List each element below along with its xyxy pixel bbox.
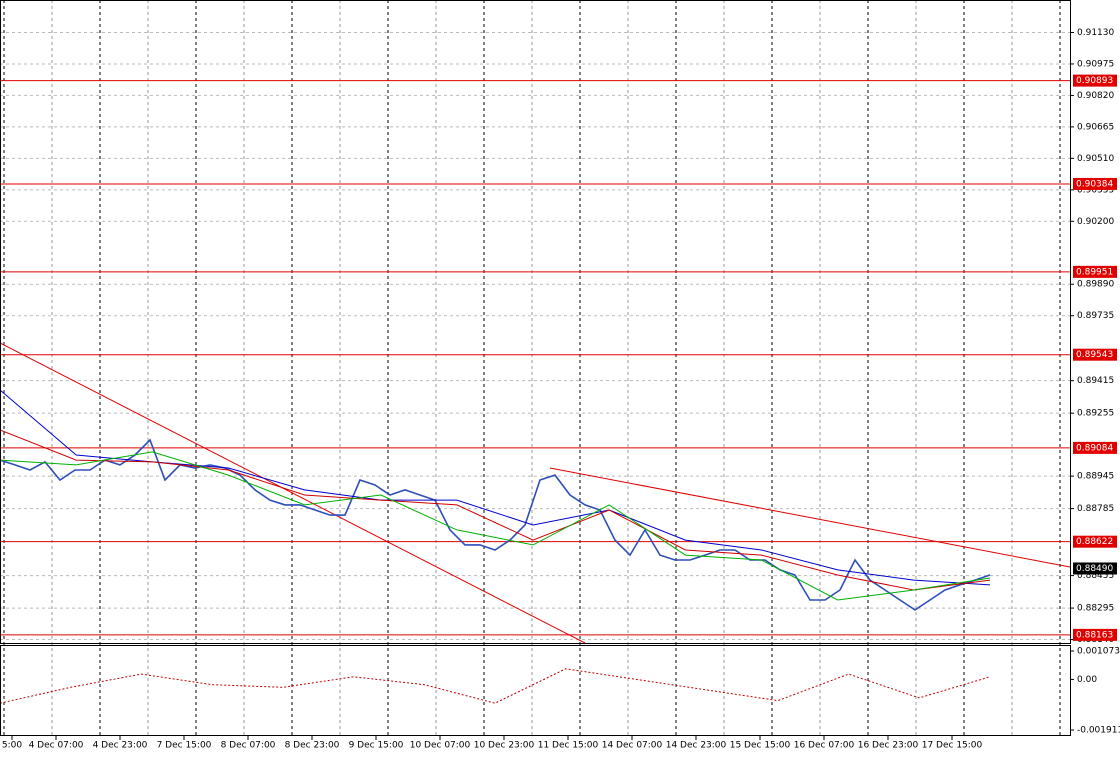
level-label: 0.89084 xyxy=(1076,443,1113,453)
x-tick-label: 15 Dec 15:00 xyxy=(730,741,791,751)
level-label: 0.90893 xyxy=(1076,76,1113,86)
x-tick-label: 16 Dec 07:00 xyxy=(794,741,855,751)
x-tick-label: 14 Dec 23:00 xyxy=(666,741,727,751)
oscillator-signal xyxy=(0,668,991,704)
level-label: 0.89951 xyxy=(1076,267,1113,277)
grid xyxy=(0,0,1070,736)
x-tick-label: 7 Dec 15:00 xyxy=(157,741,212,751)
level-label-bg xyxy=(1073,74,1117,87)
y-tick-label: 0.88945 xyxy=(1077,472,1114,482)
level-label: 0.88163 xyxy=(1076,630,1113,640)
y-tick-label: 0.90355 xyxy=(1077,185,1114,195)
level-label-bg xyxy=(1073,265,1117,278)
osc-tick-label: 0.00 xyxy=(1077,675,1097,685)
x-tick-label: 14 Dec 07:00 xyxy=(602,741,663,751)
y-tick-label: 0.89735 xyxy=(1077,311,1114,321)
x-tick-label: 4 Dec 07:00 xyxy=(29,741,84,751)
y-tick-label: 0.89890 xyxy=(1077,280,1114,290)
osc-tick-label: 0.001073 xyxy=(1077,647,1120,657)
y-tick-label: 0.90820 xyxy=(1077,91,1114,101)
y-tick-label: 0.88785 xyxy=(1077,504,1114,514)
plot-border xyxy=(0,0,1071,644)
y-tick-label: 0.88295 xyxy=(1077,604,1114,614)
x-tick-label: 8 Dec 07:00 xyxy=(221,741,276,751)
y-tick-label: 0.90510 xyxy=(1077,154,1114,164)
x-tick-label: 17 Dec 15:00 xyxy=(922,741,983,751)
x-tick-label: 10 Dec 23:00 xyxy=(474,741,535,751)
level-label-bg xyxy=(1073,177,1117,190)
y-tick-label: 0.90975 xyxy=(1077,59,1114,69)
level-label: 0.88622 xyxy=(1076,537,1113,547)
osc-tick-label: -0.001911 xyxy=(1077,726,1120,736)
moving-average xyxy=(0,429,991,591)
x-tick-label: 11 Dec 15:00 xyxy=(538,741,599,751)
y-tick-label: 0.91130 xyxy=(1077,28,1114,38)
y-tick-label: 0.89415 xyxy=(1077,376,1114,386)
y-tick-label: 0.89255 xyxy=(1077,409,1114,419)
price-line xyxy=(0,438,991,611)
labels: 0.91130 0.90975 0.90820 0.90665 0.90510 0.903… xyxy=(2,28,1120,751)
oscillator-border xyxy=(0,645,1071,736)
y-tick-label: 0.90200 xyxy=(1077,217,1114,227)
current-price-bg xyxy=(1073,562,1117,575)
moving-average xyxy=(0,451,991,601)
x-tick-label: 8 Dec 23:00 xyxy=(285,741,340,751)
trend-line xyxy=(549,467,1071,568)
level-label-bg xyxy=(1073,535,1117,548)
x-tick-label: 5:00 xyxy=(2,741,22,751)
y-tick-label: 0.88455 xyxy=(1077,571,1114,581)
level-label: 0.89543 xyxy=(1076,350,1113,360)
x-tick-label: 10 Dec 07:00 xyxy=(410,741,471,751)
current-price-label: 0.88490 xyxy=(1076,564,1113,574)
x-tick-label: 4 Dec 23:00 xyxy=(93,741,148,751)
trend-line xyxy=(0,342,586,644)
level-label-bg xyxy=(1073,441,1117,454)
x-tick-label: 16 Dec 23:00 xyxy=(858,741,919,751)
level-label-bg xyxy=(1073,348,1117,361)
x-tick-label: 9 Dec 15:00 xyxy=(349,741,404,751)
level-label-bg xyxy=(1073,628,1117,641)
level-label: 0.90384 xyxy=(1076,179,1113,189)
y-tick-label: 0.90665 xyxy=(1077,122,1114,132)
marks xyxy=(0,80,1070,704)
